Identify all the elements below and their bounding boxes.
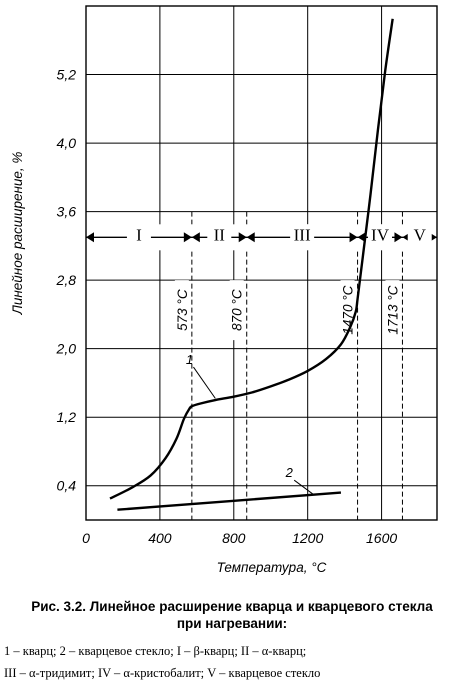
phase-boundary-label: 870 °C [230,289,245,331]
phase-boundary-label-bg [229,280,244,341]
y-tick-label: 0,4 [57,478,77,494]
phase-arrowhead [349,232,358,243]
phase-arrowhead [357,232,366,243]
series-label-1: 1 [186,352,193,367]
phase-regions: I II III IV V [86,224,437,251]
series-labels: 12 [186,352,314,495]
phase-arrowhead [238,232,247,243]
phase-region-label: IV [371,225,390,244]
y-tick-label: 1,2 [57,409,77,425]
x-tick-label: 0 [82,530,90,546]
phase-boundary-label: 573 °C [175,289,190,331]
phase-region-label: V [414,225,427,244]
series-label-2: 2 [285,465,294,480]
x-tick-label: 1200 [292,530,323,546]
phase-arrowhead [86,232,94,243]
phase-boundary-label-bg [385,280,400,341]
phase-region-label: I [136,225,142,244]
phase-label-bg [126,224,151,245]
y-tick-label: 2,8 [56,272,77,288]
phase-boundaries: 573 °C 870 °C 1470 °C 1713 °C [174,211,403,520]
chart: 0,4 1,2 2,0 2,8 3,6 4,0 5,2 0 400 800 1200 1600 57… [10,5,438,575]
caption-title-line2: при нагревании: [176,616,288,631]
plot-border [85,5,438,521]
phase-label-bg [368,224,393,245]
phase-region-label: III [294,225,311,244]
y-tick-label: 2,0 [56,341,77,357]
x-tick-labels: 0 400 800 1200 1600 [82,530,397,546]
y-tick-labels: 0,4 1,2 2,0 2,8 3,6 4,0 5,2 [56,67,77,494]
series-line-2 [117,491,342,511]
phase-arrowhead [191,232,200,243]
phase-boundary-label: 1713 °C [385,285,400,334]
phase-label-bg [207,224,232,245]
phase-arrowhead [246,232,255,243]
y-axis-title: Линейное расширение, % [10,152,25,316]
y-tick-label: 3,6 [57,204,77,220]
caption-title-line1: Рис. 3.2. Линейное расширение кварца и к… [31,599,433,614]
legend-row-1: 1 – кварц; 2 – кварцевое стекло; I – β-к… [4,644,307,658]
series-line-1 [109,18,394,500]
phase-boundary-label-bg [174,280,189,341]
x-axis-title: Температура, °С [217,560,327,575]
phase-label-bg [407,224,432,245]
phase-arrowhead [183,232,192,243]
series-leader-2 [293,479,314,495]
legend-row-2: III – α-тридимит; IV – α-кристобалит; V … [4,666,321,680]
y-tick-label: 5,2 [57,67,77,83]
plot-frame [85,5,438,521]
chart-svg: 0,4 1,2 2,0 2,8 3,6 4,0 5,2 0 400 800 1200 1600 57… [10,5,438,575]
series [109,18,394,511]
figure-caption: Рис. 3.2. Линейное расширение кварца и к… [0,598,464,632]
x-tick-label: 400 [148,530,172,546]
x-tick-label: 1600 [366,530,397,546]
phase-region-label: II [214,225,226,244]
legend: 1 – кварц; 2 – кварцевое стекло; I – β-к… [4,640,460,684]
phase-boundary-label: 1470 °C [341,285,356,334]
y-tick-label: 4,0 [57,135,77,151]
x-tick-label: 800 [222,530,246,546]
phase-label-bg [290,224,315,245]
series-leader-1 [193,366,216,399]
phase-arrowhead [394,232,403,243]
